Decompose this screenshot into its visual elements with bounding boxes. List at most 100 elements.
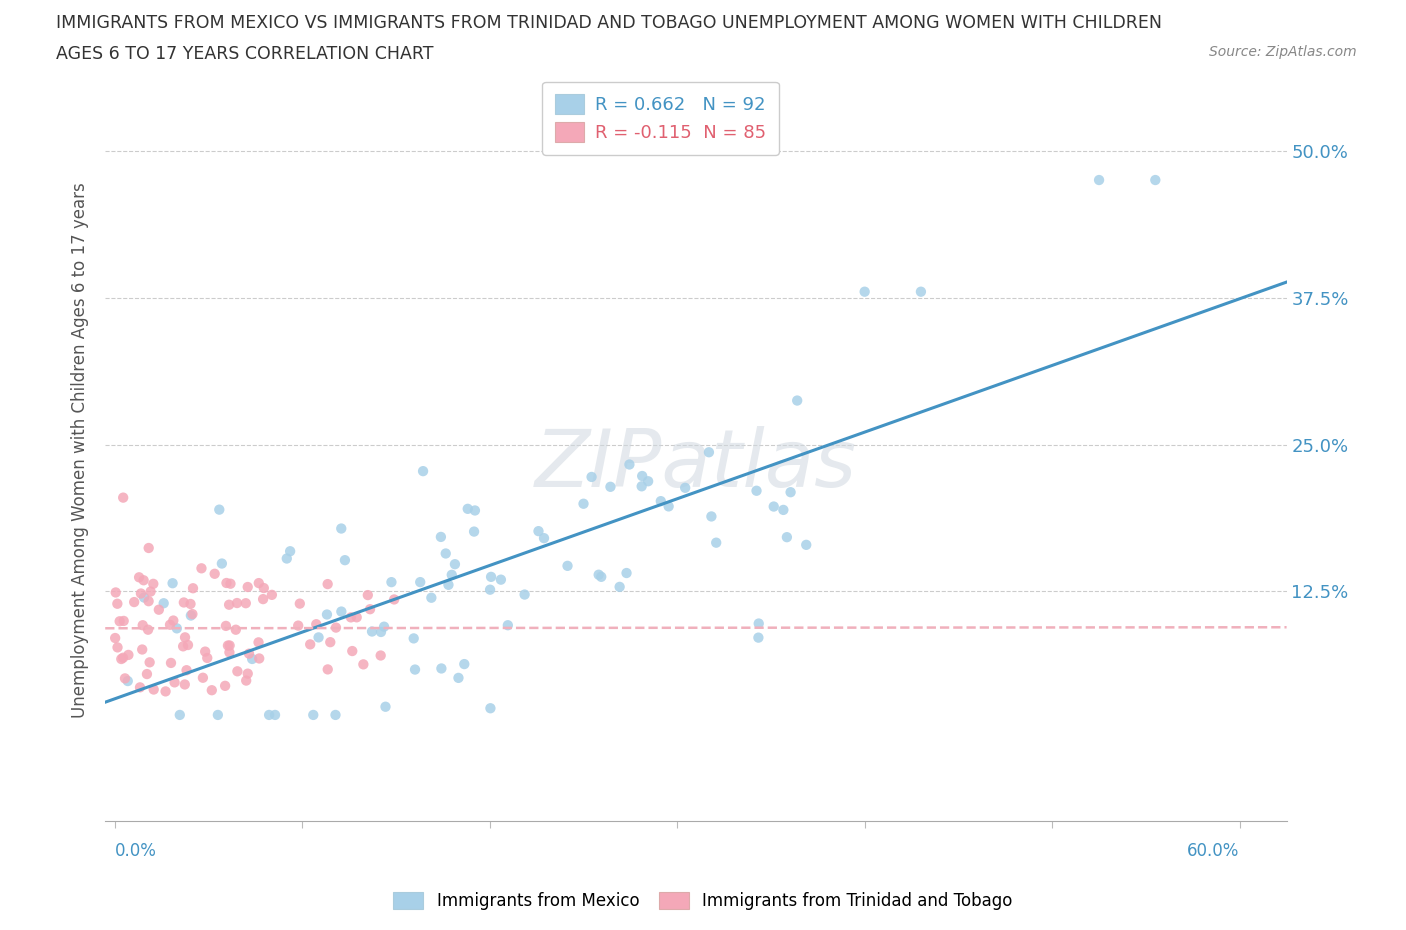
Point — [357, 588, 380, 603]
Point — [513, 587, 536, 602]
Point — [204, 566, 226, 581]
Point — [658, 499, 681, 514]
Text: Source: ZipAtlas.com: Source: ZipAtlas.com — [1209, 45, 1357, 59]
Point — [173, 677, 195, 692]
Point — [173, 595, 195, 610]
Point — [128, 570, 150, 585]
Point — [330, 521, 353, 536]
Point — [342, 644, 364, 658]
Point — [226, 664, 249, 679]
Point — [779, 485, 801, 499]
Point — [235, 596, 257, 611]
Point — [148, 603, 170, 618]
Text: IMMIGRANTS FROM MEXICO VS IMMIGRANTS FROM TRINIDAD AND TOBAGO UNEMPLOYMENT AMONG: IMMIGRANTS FROM MEXICO VS IMMIGRANTS FRO… — [56, 14, 1163, 32]
Point — [747, 631, 769, 645]
Point — [218, 597, 240, 612]
Point — [129, 586, 152, 601]
Point — [159, 618, 181, 632]
Point — [288, 596, 311, 611]
Point — [479, 569, 502, 584]
Point — [299, 637, 322, 652]
Point — [794, 538, 817, 552]
Point — [112, 650, 135, 665]
Point — [463, 525, 485, 539]
Point — [527, 524, 550, 538]
Point — [533, 531, 555, 546]
Point — [308, 630, 330, 644]
Point — [479, 701, 502, 716]
Point — [166, 621, 188, 636]
Point — [240, 652, 263, 667]
Point — [247, 635, 270, 650]
Point — [112, 614, 135, 629]
Point — [404, 662, 426, 677]
Point — [132, 618, 155, 632]
Point — [352, 657, 374, 671]
Point — [748, 616, 770, 631]
Point — [762, 499, 785, 514]
Point — [430, 529, 453, 544]
Point — [772, 502, 794, 517]
Point — [104, 631, 127, 645]
Point — [588, 567, 610, 582]
Point — [194, 644, 217, 659]
Point — [174, 630, 197, 644]
Point — [359, 602, 381, 617]
Point — [700, 509, 723, 524]
Point — [105, 596, 128, 611]
Point — [218, 644, 240, 659]
Point — [374, 699, 396, 714]
Point — [373, 619, 395, 634]
Point — [172, 639, 194, 654]
Point — [218, 638, 240, 653]
Point — [346, 610, 368, 625]
Point — [616, 565, 638, 580]
Point — [609, 579, 631, 594]
Point — [853, 285, 876, 299]
Point — [163, 675, 186, 690]
Point — [631, 469, 654, 484]
Point — [745, 484, 768, 498]
Point — [191, 671, 214, 685]
Point — [117, 647, 139, 662]
Point — [253, 580, 276, 595]
Point — [252, 591, 274, 606]
Point — [236, 666, 259, 681]
Point — [1088, 173, 1111, 188]
Point — [572, 497, 595, 512]
Point — [138, 540, 160, 555]
Point — [180, 608, 202, 623]
Point — [479, 582, 502, 597]
Point — [440, 567, 463, 582]
Point — [302, 708, 325, 723]
Point — [382, 592, 405, 607]
Point — [704, 536, 727, 551]
Point — [181, 581, 204, 596]
Point — [235, 673, 257, 688]
Point — [420, 591, 443, 605]
Point — [214, 678, 236, 693]
Point — [132, 591, 155, 605]
Point — [591, 569, 613, 584]
Point — [437, 578, 460, 592]
Point — [402, 631, 425, 645]
Point — [599, 479, 621, 494]
Point — [131, 642, 153, 657]
Point — [236, 579, 259, 594]
Point — [114, 671, 136, 685]
Point — [190, 561, 212, 576]
Point — [316, 577, 339, 591]
Point — [325, 708, 347, 723]
Point — [138, 593, 160, 608]
Point — [464, 503, 486, 518]
Legend: Immigrants from Mexico, Immigrants from Trinidad and Tobago: Immigrants from Mexico, Immigrants from … — [387, 885, 1019, 917]
Point — [380, 575, 402, 590]
Point — [211, 556, 233, 571]
Point — [215, 576, 238, 591]
Text: AGES 6 TO 17 YEARS CORRELATION CHART: AGES 6 TO 17 YEARS CORRELATION CHART — [56, 45, 433, 62]
Point — [225, 622, 247, 637]
Point — [316, 607, 339, 622]
Point — [208, 502, 231, 517]
Point — [1144, 173, 1167, 188]
Point — [333, 552, 356, 567]
